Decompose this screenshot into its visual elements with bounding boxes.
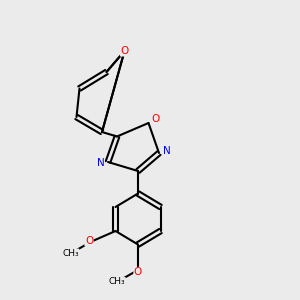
Text: O: O — [134, 267, 142, 278]
Text: O: O — [152, 114, 160, 124]
Text: O: O — [85, 236, 93, 246]
Text: N: N — [163, 146, 170, 157]
Text: CH₃: CH₃ — [62, 249, 79, 258]
Text: N: N — [97, 158, 104, 169]
Text: O: O — [120, 46, 129, 56]
Text: CH₃: CH₃ — [109, 278, 125, 286]
